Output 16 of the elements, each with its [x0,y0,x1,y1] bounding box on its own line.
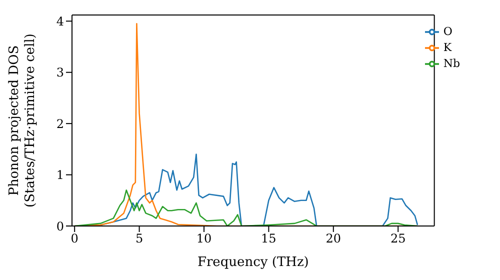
y-tick-label: 4 [56,14,64,28]
y-tick-label: 2 [56,116,64,131]
x-tick-label: 15 [261,232,276,246]
x-tick-label: 5 [135,232,144,246]
legend-label: Nb [443,57,460,70]
x-tick-label: 25 [390,232,406,246]
x-axis-title: Frequency (THz) [197,255,309,270]
legend-label: K [443,41,452,54]
legend-label: O [443,25,452,38]
x-tick-label: 20 [326,232,342,246]
y-tick-label: 3 [56,66,64,80]
x-tick-label: 10 [196,232,212,246]
y-tick-label: 0 [56,219,64,234]
y-axis-title: Phonon projected DOS (States/THz·primitive cell) [7,33,38,208]
x-tick-label: 0 [70,232,78,246]
y-tick-label: 1 [56,168,64,182]
